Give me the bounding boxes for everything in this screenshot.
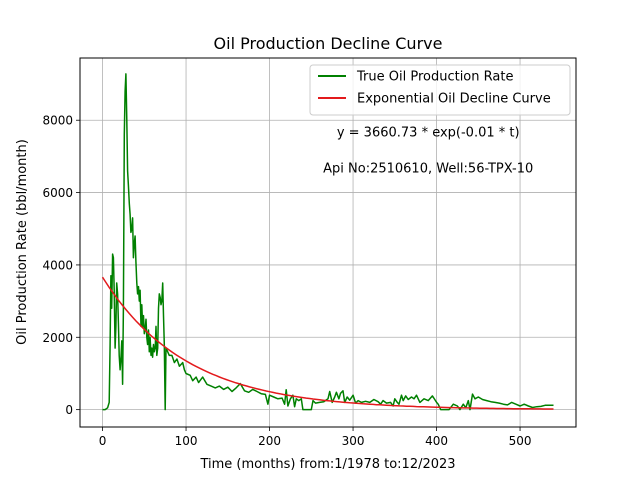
- axes-frame: [79, 57, 577, 428]
- x-tick-label: 200: [258, 434, 281, 448]
- x-axis-label: Time (months) from:1/1978 to:12/2023: [199, 457, 455, 472]
- y-tick-label: 4000: [42, 258, 73, 272]
- well-annotation: Api No:2510610, Well:56-TPX-10: [323, 162, 533, 177]
- x-tick-label: 100: [175, 434, 198, 448]
- axis-ticks: 0 100 200 300 400 500 0 2000 4000 6000 8000: [42, 114, 531, 448]
- x-tick-label: 400: [425, 434, 448, 448]
- x-tick-label: 300: [342, 434, 365, 448]
- legend-box: [309, 64, 571, 116]
- y-tick-label: 2000: [42, 331, 73, 345]
- series-layer: [101, 73, 554, 411]
- chart-title: Oil Production Decline Curve: [214, 34, 443, 53]
- y-tick-label: 0: [65, 403, 73, 417]
- y-tick-label: 8000: [42, 114, 73, 128]
- legend-label-fit: Exponential Oil Decline Curve: [357, 92, 551, 107]
- legend-label-true: True Oil Production Rate: [356, 70, 513, 85]
- x-tick-label: 500: [509, 434, 532, 448]
- exponential-decline-line: [101, 276, 554, 410]
- legend: True Oil Production Rate Exponential Oil…: [309, 64, 571, 116]
- grid-lines: [80, 58, 576, 427]
- y-axis-label: Oil Production Rate (bbl/month): [15, 139, 30, 345]
- y-tick-label: 6000: [42, 186, 73, 200]
- true-production-line: [102, 73, 554, 411]
- x-tick-label: 0: [99, 434, 107, 448]
- equation-annotation: y = 3660.73 * exp(-0.01 * t): [337, 126, 520, 141]
